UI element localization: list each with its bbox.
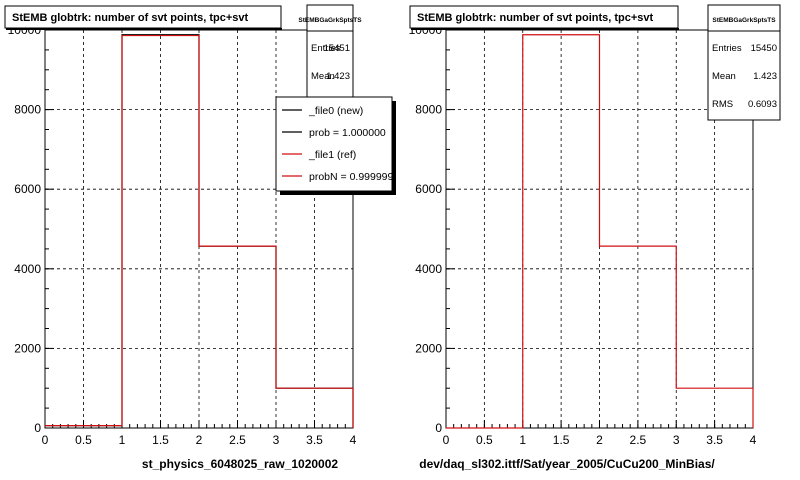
- title-box-shadow: [411, 28, 679, 30]
- y-tick-label: 0: [435, 421, 442, 435]
- title-box-shadow: [6, 28, 282, 30]
- x-tick-label: 1: [119, 433, 126, 447]
- x-tick-label: 0: [443, 433, 450, 447]
- histogram-series-1: [446, 34, 754, 429]
- x-tick-label: 0.5: [476, 433, 493, 447]
- y-tick-label: 2000: [415, 341, 442, 355]
- legend-label: _file1 (ref): [308, 149, 356, 161]
- x-tick-label: 3.5: [306, 433, 323, 447]
- x-tick-label: 4: [750, 433, 757, 447]
- legend-box: [275, 96, 393, 192]
- x-tick-label: 0.5: [75, 433, 92, 447]
- x-tick-label: 4: [350, 433, 357, 447]
- x-tick-label: 1.5: [553, 433, 570, 447]
- y-tick-label: 6000: [14, 182, 41, 196]
- x-tick-label: 2: [196, 433, 203, 447]
- x-tick-label: 2.5: [630, 433, 647, 447]
- stats-value: 15451: [324, 43, 350, 54]
- y-tick-label: 0: [34, 421, 41, 435]
- x-tick-label: 2: [596, 433, 603, 447]
- y-tick-label: 6000: [415, 182, 442, 196]
- stats-value: 15450: [751, 43, 777, 54]
- x-tick-label: 3.5: [706, 433, 723, 447]
- stats-label: Entries: [712, 43, 742, 54]
- histogram-series-2: [45, 34, 354, 428]
- stats-box: [707, 4, 781, 121]
- x-axis-label: st_physics_6048025_raw_1020002: [142, 457, 338, 471]
- x-axis-label: dev/daq_sl302.ittf/Sat/year_2005/CuCu200…: [419, 457, 715, 471]
- x-tick-label: 0: [42, 433, 49, 447]
- x-tick-label: 3: [673, 433, 680, 447]
- chart-title: StEMB globtrk: number of svt points, tpc…: [12, 12, 249, 24]
- y-tick-label: 8000: [415, 103, 442, 117]
- chart-title: StEMB globtrk: number of svt points, tpc…: [417, 12, 654, 24]
- legend-entries: _file0 (new) prob = 1.000000 _file1 (ref) p…: [282, 105, 394, 183]
- legend-label: probN = 0.999999: [309, 171, 394, 183]
- x-tick-label: 3: [273, 433, 280, 447]
- y-tick-label: 4000: [415, 262, 442, 276]
- stats-title: StEMBGaGrkSptsTS: [298, 17, 362, 24]
- legend-label: _file0 (new): [308, 105, 363, 117]
- stats-title: StEMBGaGrkSptsTS: [712, 17, 776, 24]
- stats-box: [306, 4, 354, 98]
- stats-label: RMS: [712, 99, 733, 110]
- stats-label: Mean: [712, 71, 736, 82]
- y-tick-label: 8000: [14, 103, 41, 117]
- stats-value: 0.6093: [748, 99, 777, 110]
- y-tick-label: 4000: [14, 262, 41, 276]
- x-tick-label: 1.5: [152, 433, 169, 447]
- y-tick-label: 2000: [14, 341, 41, 355]
- stats-value: 1.423: [326, 71, 350, 82]
- stats-label: Entries: [311, 43, 341, 54]
- legend: _file0 (new) prob = 1.000000 _file1 (ref) p…: [275, 96, 396, 195]
- stats-label: Mean: [311, 71, 335, 82]
- x-tick-label: 1: [519, 433, 526, 447]
- histogram-panel-1: 00.511.522.533.540200040006000800010000S…: [4, 4, 396, 471]
- histogram-panel-2: 00.511.522.533.540200040006000800010000S…: [409, 4, 781, 471]
- stats-value: 1.423: [753, 71, 777, 82]
- x-tick-label: 2.5: [229, 433, 246, 447]
- legend-label: prob = 1.000000: [309, 127, 386, 139]
